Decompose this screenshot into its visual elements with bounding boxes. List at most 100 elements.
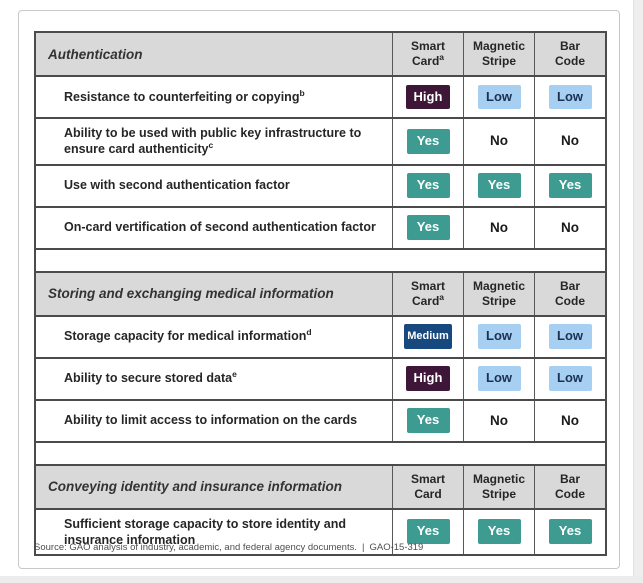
value-cell: No (534, 400, 605, 441)
value-cell: No (534, 119, 605, 164)
row-label: Storage capacity for medical information… (64, 327, 312, 344)
table-row: Use with second authentication factor Ye… (36, 163, 605, 206)
footnote-marker: b (299, 87, 305, 98)
table-row: Ability to limit access to information o… (36, 398, 605, 441)
value-cell: No (463, 400, 534, 441)
value-cell: No (463, 207, 534, 248)
row-label: Ability to secure stored datae (64, 369, 237, 386)
value-cell: High (392, 358, 463, 399)
value-badge: Yes (477, 173, 521, 198)
section-header-identity-insurance: Conveying identity and insurance informa… (36, 463, 605, 508)
column-header-smart-card: Smart Carda (392, 272, 463, 315)
value-badge: Yes (406, 128, 450, 154)
value-cell: Yes (392, 509, 463, 554)
section-title-cell: Authentication (36, 33, 392, 75)
table-row: On-card vertification of second authenti… (36, 205, 605, 248)
value-badge: Low (477, 84, 521, 110)
row-label-cell: Use with second authentication factor (36, 166, 392, 206)
table-row: Storage capacity for medical information… (36, 314, 605, 357)
footnote-marker: c (208, 140, 214, 151)
row-label-cell: Ability to limit access to information o… (36, 401, 392, 441)
row-label-cell: Ability to be used with public key infra… (36, 119, 392, 164)
value-cell: Yes (534, 165, 605, 206)
value-badge: Medium (404, 324, 452, 349)
value-badge: High (405, 84, 451, 110)
footnote-marker: a (439, 52, 445, 62)
column-header-smart-card: Smart Carda (392, 33, 463, 75)
value-badge: No (561, 133, 579, 149)
value-cell: Medium (392, 316, 463, 357)
row-label: On-card vertification of second authenti… (64, 220, 376, 235)
value-badge: Yes (477, 519, 521, 545)
table-row: Ability to be used with public key infra… (36, 117, 605, 164)
value-cell: Yes (534, 509, 605, 554)
row-label: Use with second authentication factor (64, 178, 290, 193)
value-cell: Yes (392, 207, 463, 248)
value-badge: No (490, 133, 508, 149)
value-cell: No (534, 207, 605, 248)
value-badge: Low (477, 324, 521, 349)
value-cell: High (392, 77, 463, 117)
footnote-marker: d (306, 327, 312, 338)
value-cell: Yes (392, 165, 463, 206)
column-header-magnetic-stripe: Magnetic Stripe (463, 33, 534, 75)
table-row: Resistance to counterfeiting or copyingb… (36, 75, 605, 117)
row-label-cell: Ability to secure stored datae (36, 359, 392, 399)
footnote-marker: e (232, 369, 237, 380)
value-badge: Yes (406, 215, 450, 240)
value-badge: High (405, 366, 451, 391)
section-title-cell: Conveying identity and insurance informa… (36, 466, 392, 508)
scrollbar-track[interactable] (633, 0, 643, 583)
value-badge: Low (548, 84, 592, 110)
value-cell: Low (463, 316, 534, 357)
row-label: Ability to be used with public key infra… (64, 126, 362, 157)
section-title: Conveying identity and insurance informa… (48, 479, 343, 494)
footnote-marker: a (439, 291, 445, 302)
value-cell: Yes (392, 400, 463, 441)
source-text: Source: GAO analysis of industry, academ… (34, 542, 357, 553)
row-label-cell: Resistance to counterfeiting or copyingb (36, 77, 392, 117)
value-badge: Yes (406, 173, 450, 198)
table-row: Sufficient storage capacity to store ide… (36, 507, 605, 555)
window-edge (0, 576, 643, 583)
column-header-smart-card: Smart Card (392, 465, 463, 508)
row-label-cell: On-card vertification of second authenti… (36, 208, 392, 248)
value-badge: Yes (406, 408, 450, 433)
column-header-bar-code: Bar Code (534, 33, 605, 75)
value-badge: Low (548, 366, 592, 391)
value-cell: No (463, 119, 534, 164)
value-cell: Yes (392, 119, 463, 164)
row-label: Ability to limit access to information o… (64, 413, 358, 428)
value-badge: Yes (548, 173, 592, 198)
section-header-medical-info: Storing and exchanging medical informati… (36, 270, 605, 315)
value-badge: Yes (548, 519, 592, 545)
section-title-cell: Storing and exchanging medical informati… (36, 273, 392, 315)
value-cell: Yes (463, 509, 534, 554)
value-cell: Low (463, 77, 534, 117)
row-label: Resistance to counterfeiting or copyingb (64, 87, 305, 104)
source-divider: | (362, 542, 365, 553)
section-title: Storing and exchanging medical informati… (48, 286, 334, 301)
section-title: Authentication (48, 46, 143, 62)
value-badge: Low (548, 324, 592, 349)
value-cell: Low (534, 316, 605, 357)
section-header-authentication: Authentication Smart Carda Magnetic Stri… (36, 33, 605, 75)
source-citation: Source: GAO analysis of industry, academ… (34, 542, 423, 553)
row-label-cell: Sufficient storage capacity to store ide… (36, 510, 392, 555)
value-badge: No (561, 219, 579, 235)
section-spacer (36, 440, 605, 464)
value-badge: No (561, 412, 579, 428)
value-badge: Low (477, 366, 521, 391)
column-header-magnetic-stripe: Magnetic Stripe (463, 465, 534, 508)
row-label: Sufficient storage capacity to store ide… (64, 516, 347, 547)
comparison-table: Authentication Smart Carda Magnetic Stri… (34, 31, 607, 556)
column-header-bar-code: Bar Code (534, 272, 605, 315)
value-badge: Yes (406, 519, 450, 545)
column-header-bar-code: Bar Code (534, 465, 605, 508)
column-header-magnetic-stripe: Magnetic Stripe (463, 272, 534, 315)
value-cell: Low (534, 77, 605, 117)
row-label-cell: Storage capacity for medical information… (36, 317, 392, 357)
value-cell: Low (534, 358, 605, 399)
report-number: GAO-15-319 (369, 542, 424, 553)
value-cell: Yes (463, 165, 534, 206)
